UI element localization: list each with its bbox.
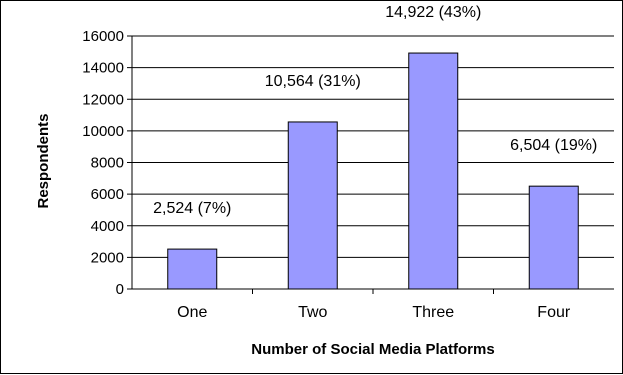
bar-four <box>528 185 579 290</box>
data-label: 6,504 (19%) <box>510 137 597 154</box>
x-tick-label: Four <box>537 304 571 321</box>
bars <box>167 52 579 290</box>
data-label: 10,564 (31%) <box>265 73 361 90</box>
y-tick-label: 2000 <box>91 249 124 266</box>
x-tick-label: Two <box>298 304 327 321</box>
data-label: 14,922 (43%) <box>385 4 481 21</box>
y-tick-label: 10000 <box>82 123 124 140</box>
x-tick-label: One <box>177 304 207 321</box>
bar-two <box>287 121 338 290</box>
x-tick-label: Three <box>412 304 454 321</box>
y-tick-label: 8000 <box>91 155 124 172</box>
bar-one <box>167 248 218 290</box>
bar-three <box>408 52 459 290</box>
labels: 0 2000 4000 6000 8000 10000 12000 14000 16000 One… <box>82 4 597 321</box>
data-label: 2,524 (7%) <box>153 200 231 217</box>
x-axis-title: Number of Social Media Platforms <box>251 341 494 358</box>
y-axis-title: Respondents <box>35 113 52 208</box>
y-tick-label: 12000 <box>82 91 124 108</box>
y-tick-label: 0 <box>116 281 124 298</box>
y-tick-label: 16000 <box>82 28 124 45</box>
axes <box>127 35 614 294</box>
y-tick-label: 14000 <box>82 60 124 77</box>
y-tick-label: 6000 <box>91 186 124 203</box>
y-tick-label: 4000 <box>91 218 124 235</box>
